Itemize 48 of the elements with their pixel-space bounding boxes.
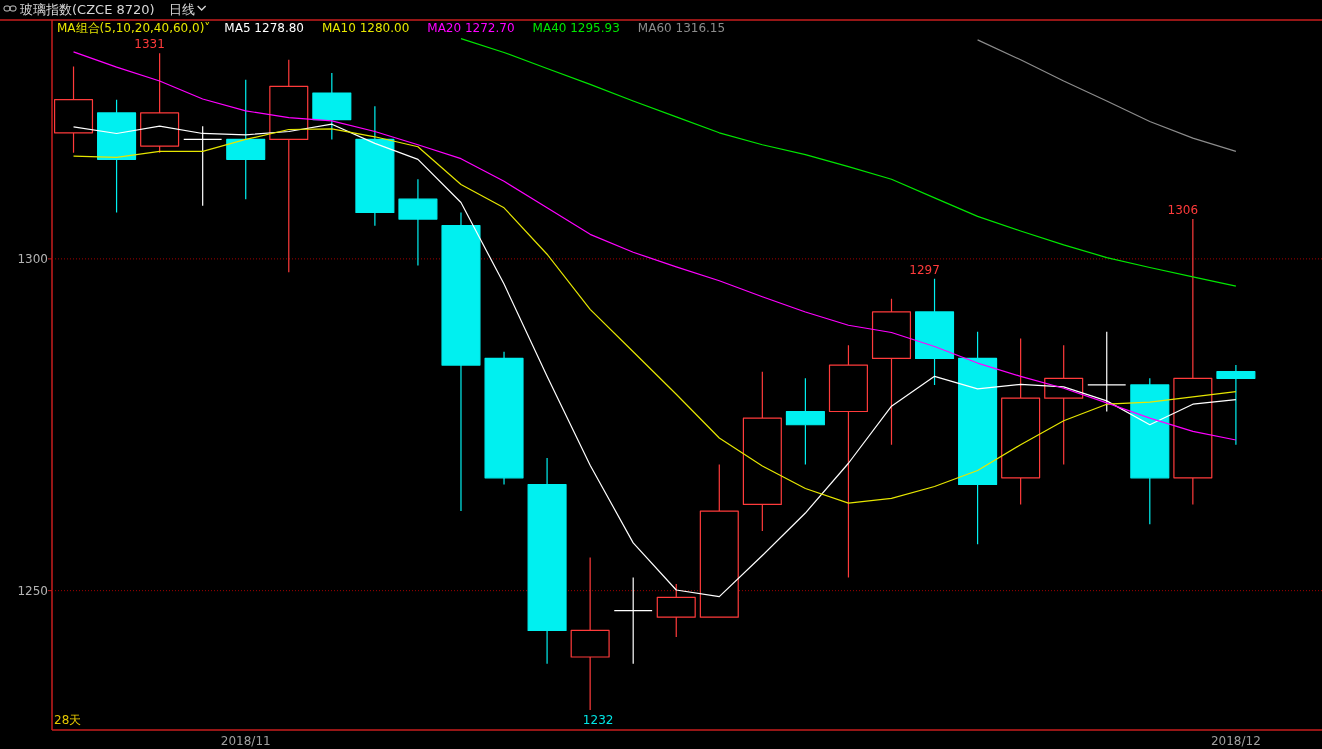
candlestick: [828, 344, 868, 578]
candlestick: [742, 371, 782, 532]
candlestick: [398, 178, 438, 267]
annotation: 1232: [582, 713, 614, 728]
candlestick: [441, 211, 481, 512]
candlestick: [570, 556, 610, 711]
candlestick: [785, 377, 825, 466]
candlestick: [1216, 364, 1256, 446]
candlestick: [312, 72, 352, 141]
text: MA40 1295.93: [532, 21, 620, 35]
candlestick: [226, 79, 266, 200]
annotation: 1306: [1167, 203, 1199, 218]
candlestick: [915, 278, 955, 386]
candlestick: [97, 99, 137, 214]
candlestick: [1001, 337, 1041, 505]
annotation: 1331: [134, 37, 165, 52]
text: MA20 1272.70: [427, 21, 515, 35]
line-series: [72, 123, 1237, 598]
candlestick: [484, 351, 524, 486]
candlestick: [1173, 218, 1213, 505]
annotation: 28天: [54, 713, 82, 727]
text: MA10 1280.00: [322, 21, 410, 35]
candlestick: [140, 52, 180, 154]
candlestick: [613, 576, 653, 665]
chart-title: 玻璃指数(CZCE 8720): [20, 2, 155, 17]
line-series: [460, 37, 1237, 287]
text: MA5 1278.80: [224, 21, 304, 35]
y-tick-label: 1250: [17, 583, 48, 598]
text: MA60 1316.15: [637, 21, 726, 35]
x-tick-label: 2018/12: [1210, 734, 1261, 748]
line-series: [72, 51, 1237, 441]
candlestick: [958, 331, 998, 545]
candlestick: [1087, 331, 1127, 413]
candlestick: [355, 105, 395, 227]
candlestick: [1130, 377, 1170, 525]
candlestick: [53, 65, 94, 154]
x-tick-label: 2018/11: [220, 734, 271, 748]
candlestick: [269, 59, 309, 273]
candlestick: [871, 298, 912, 446]
line-series: [976, 39, 1237, 152]
legend-title: MA组合(5,10,20,40,60,0)˅: [57, 21, 211, 35]
y-tick-label: 1300: [17, 251, 48, 266]
annotation: 1297: [909, 262, 940, 277]
chart-subtitle: 日线: [168, 2, 195, 17]
line-series: [72, 128, 1237, 504]
candlestick: [656, 583, 696, 638]
candlestick: [527, 457, 567, 665]
candlestick: [699, 463, 739, 618]
